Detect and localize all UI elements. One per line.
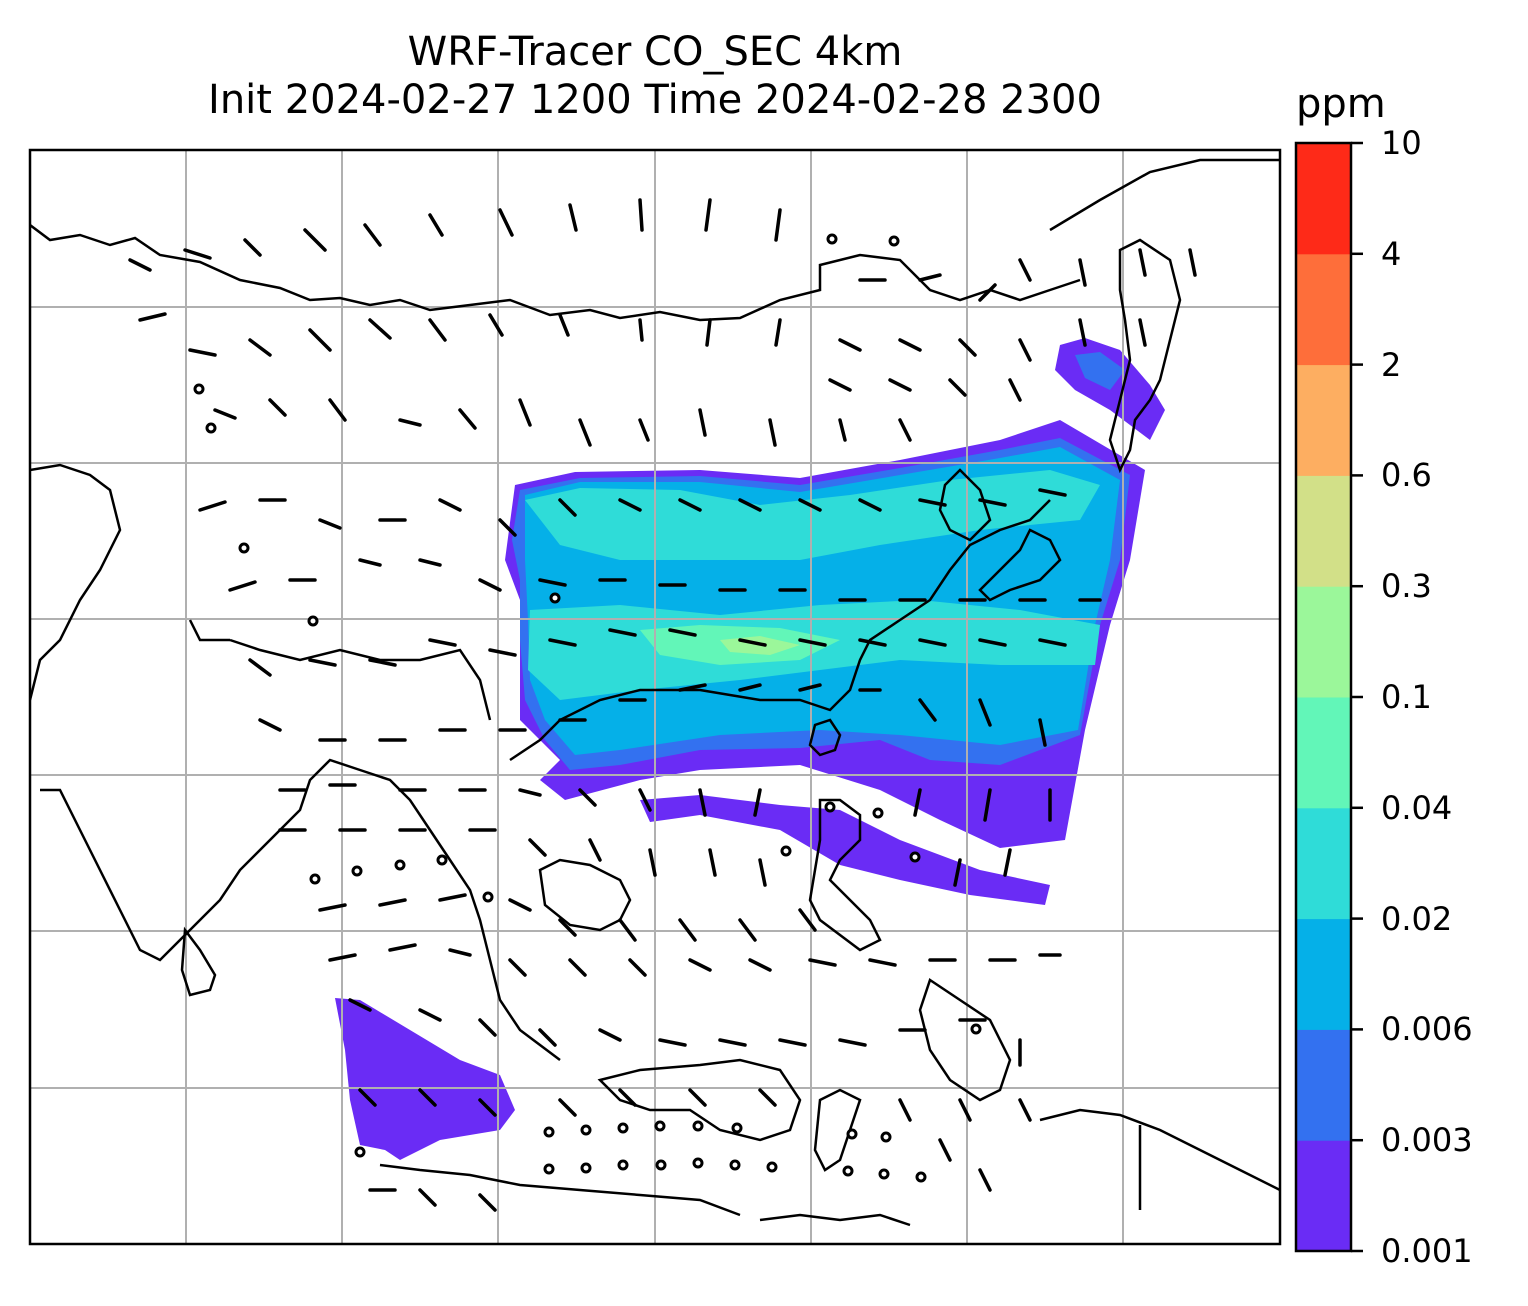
plume-layer-4	[525, 470, 1100, 560]
colorbar-tick-label: 0.1	[1381, 678, 1432, 716]
colorbar-tick-label: 0.006	[1381, 1010, 1473, 1049]
colorbar-tick-label: 0.003	[1381, 1121, 1473, 1160]
colorbar-tick-label: 0.6	[1381, 456, 1432, 495]
colorbar-tick-label: 0.3	[1381, 567, 1432, 606]
map-title: WRF-Tracer CO_SEC 4km Init 2024-02-27 12…	[30, 28, 1280, 124]
colorbar-tick-label: 4	[1381, 234, 1402, 273]
tracer-field	[335, 338, 1165, 1160]
wind-barbs	[128, 198, 1197, 1212]
colorbar-tick-label: 2	[1381, 345, 1402, 384]
colorbar-tick-label: 0.02	[1381, 899, 1453, 938]
colorbar-tick-label: 0.04	[1381, 788, 1453, 827]
colorbar-segment	[1296, 253, 1351, 366]
colorbar-segment	[1296, 364, 1351, 476]
colorbar-segment	[1296, 475, 1351, 587]
colorbar-segment	[1296, 1029, 1351, 1141]
colorbar-unit: ppm	[1296, 81, 1386, 127]
coastlines	[30, 158, 1280, 1227]
title-line-2: Init 2024-02-27 1200 Time 2024-02-28 230…	[208, 77, 1102, 123]
colorbar	[1294, 141, 1363, 1253]
colorbar-tick-label: 0.001	[1381, 1232, 1473, 1270]
colorbar-segment	[1296, 697, 1351, 809]
plume-south-strip	[640, 795, 1050, 905]
gridlines	[30, 150, 1280, 1244]
calm-circles	[193, 233, 982, 1183]
map-frame	[28, 148, 1282, 1246]
colorbar-segment	[1296, 1140, 1351, 1252]
title-line-1: WRF-Tracer CO_SEC 4km	[407, 29, 903, 75]
colorbar-segment	[1296, 143, 1351, 255]
plume-sumatra	[335, 998, 515, 1160]
colorbar-tick-label: 10	[1381, 124, 1422, 162]
colorbar-segment	[1296, 807, 1351, 920]
plume-north-inner	[1075, 352, 1125, 390]
colorbar-segment	[1296, 586, 1351, 698]
colorbar-segment	[1296, 918, 1351, 1030]
